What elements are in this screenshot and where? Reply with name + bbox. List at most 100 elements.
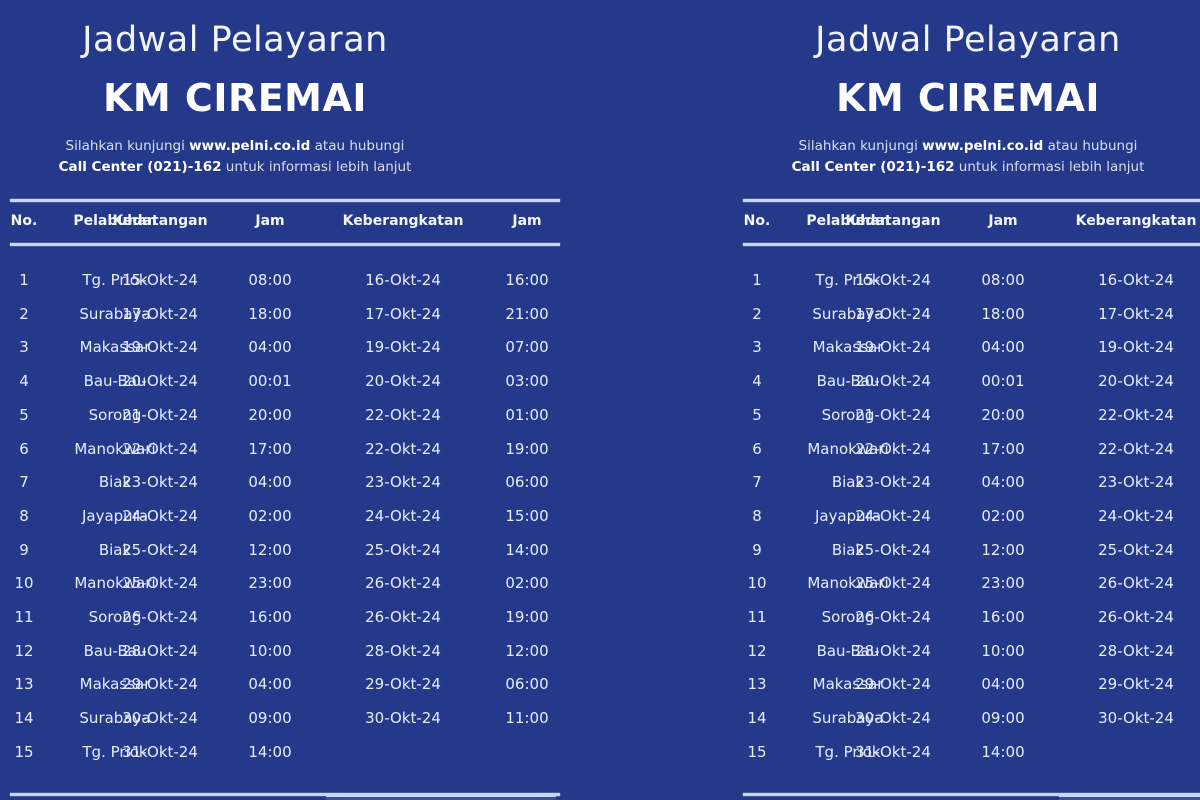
cell-departure: 19-Okt-24 [1098, 338, 1174, 356]
cell-arrival: 30-Okt-24 [122, 709, 198, 727]
cell-arrival-time: 08:00 [248, 271, 292, 289]
poster-title: Jadwal Pelayaran [815, 20, 1121, 60]
cell-arrival: 19-Okt-24 [122, 338, 198, 356]
cell-departure: 28-Okt-24 [1098, 642, 1174, 660]
cell-arrival-time: 02:00 [981, 507, 1025, 525]
cell-arrival: 24-Okt-24 [855, 507, 931, 525]
column-header-arrival: Kedatangan [845, 213, 941, 229]
cell-departure: 16-Okt-24 [365, 271, 441, 289]
cell-port: Manokwari [807, 440, 889, 458]
cell-port: Jayapura [81, 507, 149, 525]
cell-port: Manokwari [74, 574, 156, 592]
cell-port: Tg. Priok [82, 271, 148, 289]
cell-no: 3 [752, 338, 762, 356]
poster-right-crop: Jadwal Pelayaran KM CIREMAI Silahkan kun… [600, 0, 1200, 800]
cell-departure-time: 07:00 [505, 338, 549, 356]
cell-arrival: 24-Okt-24 [122, 507, 198, 525]
cell-port: Sorong [88, 406, 142, 424]
cell-departure: 29-Okt-24 [1098, 675, 1174, 693]
website-link[interactable]: www.pelni.co.id [189, 138, 311, 154]
info-prefix: Silahkan kunjungi [65, 138, 190, 154]
cell-departure: 30-Okt-24 [1098, 709, 1174, 727]
cell-departure: 23-Okt-24 [1098, 473, 1174, 491]
cell-departure: 25-Okt-24 [1098, 541, 1174, 559]
cell-arrival-time: 16:00 [248, 608, 292, 626]
column-header-no: No. [10, 213, 38, 229]
cell-departure-time: 11:00 [505, 709, 549, 727]
cell-arrival-time: 20:00 [248, 406, 292, 424]
cell-port: Surabaya [812, 305, 884, 323]
cell-departure: 26-Okt-24 [1098, 608, 1174, 626]
cell-port: Tg. Priok [82, 743, 148, 761]
header-top-divider [743, 199, 1200, 202]
cell-arrival: 17-Okt-24 [122, 305, 198, 323]
column-header-port: Pelabuhan [806, 213, 890, 229]
cell-no: 5 [19, 406, 29, 424]
cell-arrival: 29-Okt-24 [855, 675, 931, 693]
cell-arrival: 29-Okt-24 [122, 675, 198, 693]
cell-port: Surabaya [812, 709, 884, 727]
cell-arrival-time: 09:00 [981, 709, 1025, 727]
cell-port: Sorong [821, 406, 875, 424]
cell-no: 1 [19, 271, 29, 289]
cell-departure: 22-Okt-24 [1098, 406, 1174, 424]
cell-port: Surabaya [79, 709, 151, 727]
cell-arrival: 22-Okt-24 [855, 440, 931, 458]
cell-no: 12 [14, 642, 34, 660]
cell-departure-time: 02:00 [505, 574, 549, 592]
cell-no: 5 [752, 406, 762, 424]
cell-arrival-time: 18:00 [248, 305, 292, 323]
cell-no: 9 [19, 541, 29, 559]
cell-departure: 19-Okt-24 [365, 338, 441, 356]
cell-arrival: 25-Okt-24 [855, 541, 931, 559]
cell-departure: 30-Okt-24 [365, 709, 441, 727]
cell-no: 8 [752, 507, 762, 525]
cell-port: Surabaya [79, 305, 151, 323]
call-center: Call Center (021)-162 [58, 159, 222, 175]
cell-no: 13 [747, 675, 767, 693]
cell-no: 7 [19, 473, 29, 491]
cell-departure: 20-Okt-24 [365, 372, 441, 390]
cell-arrival-time: 10:00 [248, 642, 292, 660]
cell-port: Bau-Bau [83, 642, 147, 660]
cell-arrival: 28-Okt-24 [122, 642, 198, 660]
cell-port: Manokwari [807, 574, 889, 592]
cell-port: Tg. Priok [815, 271, 881, 289]
footer-divider [10, 793, 560, 796]
cell-departure-time: 21:00 [505, 305, 549, 323]
cell-port: Biak [831, 541, 865, 559]
cell-arrival-time: 04:00 [981, 473, 1025, 491]
cell-departure: 26-Okt-24 [365, 574, 441, 592]
info-prefix: Silahkan kunjungi [798, 138, 923, 154]
column-header-departure: Keberangkatan [342, 213, 464, 229]
cell-arrival-time: 04:00 [248, 675, 292, 693]
cell-departure-time: 03:00 [505, 372, 549, 390]
cell-departure: 29-Okt-24 [365, 675, 441, 693]
cell-port: Makassar [79, 338, 151, 356]
cell-departure: 17-Okt-24 [365, 305, 441, 323]
cell-departure-time: 01:00 [505, 406, 549, 424]
cell-arrival: 15-Okt-24 [855, 271, 931, 289]
cell-departure-time: 19:00 [505, 440, 549, 458]
cell-departure: 28-Okt-24 [365, 642, 441, 660]
cell-arrival-time: 23:00 [981, 574, 1025, 592]
cell-no: 4 [19, 372, 29, 390]
cell-arrival: 23-Okt-24 [855, 473, 931, 491]
cell-port: Makassar [812, 338, 884, 356]
cell-port: Jayapura [814, 507, 882, 525]
cell-arrival-time: 04:00 [248, 338, 292, 356]
cell-arrival: 19-Okt-24 [855, 338, 931, 356]
cell-departure-time: 15:00 [505, 507, 549, 525]
cell-port: Biak [98, 541, 132, 559]
cell-departure-time: 16:00 [505, 271, 549, 289]
cell-port: Makassar [79, 675, 151, 693]
website-link[interactable]: www.pelni.co.id [922, 138, 1044, 154]
cell-departure-time: 19:00 [505, 608, 549, 626]
cell-no: 8 [19, 507, 29, 525]
cell-departure: 17-Okt-24 [1098, 305, 1174, 323]
cell-arrival-time: 04:00 [981, 675, 1025, 693]
cell-arrival-time: 20:00 [981, 406, 1025, 424]
cell-arrival-time: 17:00 [248, 440, 292, 458]
cell-arrival-time: 00:01 [981, 372, 1025, 390]
cell-port: Biak [831, 473, 865, 491]
